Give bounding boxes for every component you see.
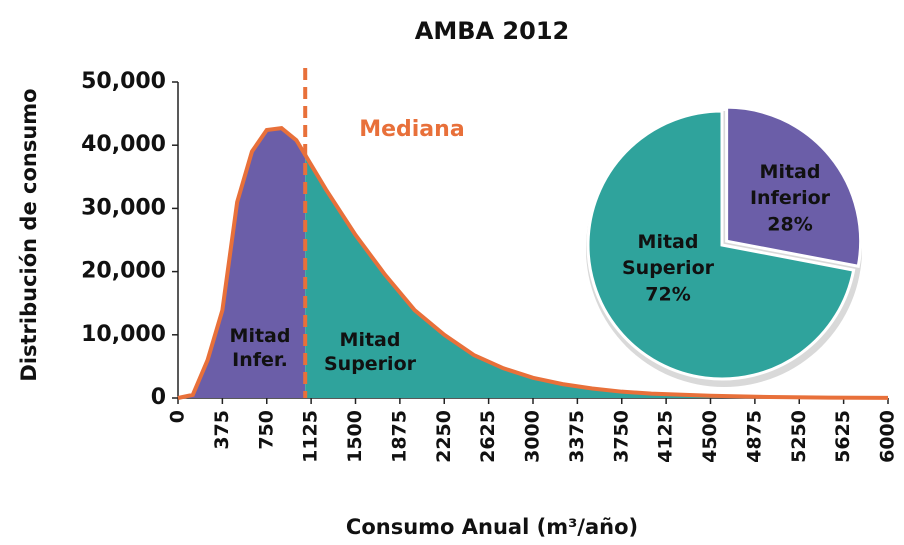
x-tick-label: 4125	[655, 410, 677, 463]
median-label: Mediana	[359, 117, 464, 142]
slice-value-label: 28%	[767, 214, 812, 236]
upper-area	[305, 154, 888, 398]
lower-label: Mitad Infer.	[230, 325, 291, 371]
pie-slice	[725, 105, 863, 269]
x-tick-label: 1500	[344, 410, 366, 463]
y-tick-label: 10,000	[81, 322, 166, 347]
x-tick-label: 0	[167, 410, 189, 423]
slice-label: Mitad Superior	[622, 231, 715, 279]
x-tick-label: 5250	[788, 410, 810, 463]
upper-label: Mitad Superior	[324, 329, 417, 375]
x-tick-label: 1125	[300, 410, 322, 463]
x-tick-label: 375	[211, 410, 233, 450]
y-axis-label: Distribución de consumo	[17, 88, 41, 381]
x-tick-label: 6000	[877, 410, 899, 463]
x-tick-label: 750	[255, 410, 277, 450]
slice-label: Mitad Inferior	[750, 161, 831, 209]
y-tick-label: 20,000	[81, 259, 166, 284]
x-tick-label: 5625	[832, 410, 854, 463]
x-tick-label: 3000	[522, 410, 544, 463]
y-tick-label: 40,000	[81, 132, 166, 157]
x-tick-label: 4500	[699, 410, 721, 463]
x-tick-label: 2250	[433, 410, 455, 463]
pie-slice	[586, 109, 856, 381]
y-tick-label: 30,000	[81, 195, 166, 220]
lower-area	[178, 128, 306, 398]
y-tick-label: 50,000	[81, 69, 166, 94]
x-axis-label: Consumo Anual (m³/año)	[346, 515, 638, 539]
x-tick-label: 4875	[743, 410, 765, 463]
curve-line	[177, 126, 889, 400]
x-tick-label: 2625	[477, 410, 499, 463]
x-tick-label: 1875	[388, 410, 410, 463]
x-tick-label: 3750	[610, 410, 632, 463]
slice-value-label: 72%	[645, 284, 690, 306]
chart-title: AMBA 2012	[415, 17, 569, 45]
y-tick-label: 0	[151, 385, 166, 410]
x-tick-label: 3375	[566, 410, 588, 463]
